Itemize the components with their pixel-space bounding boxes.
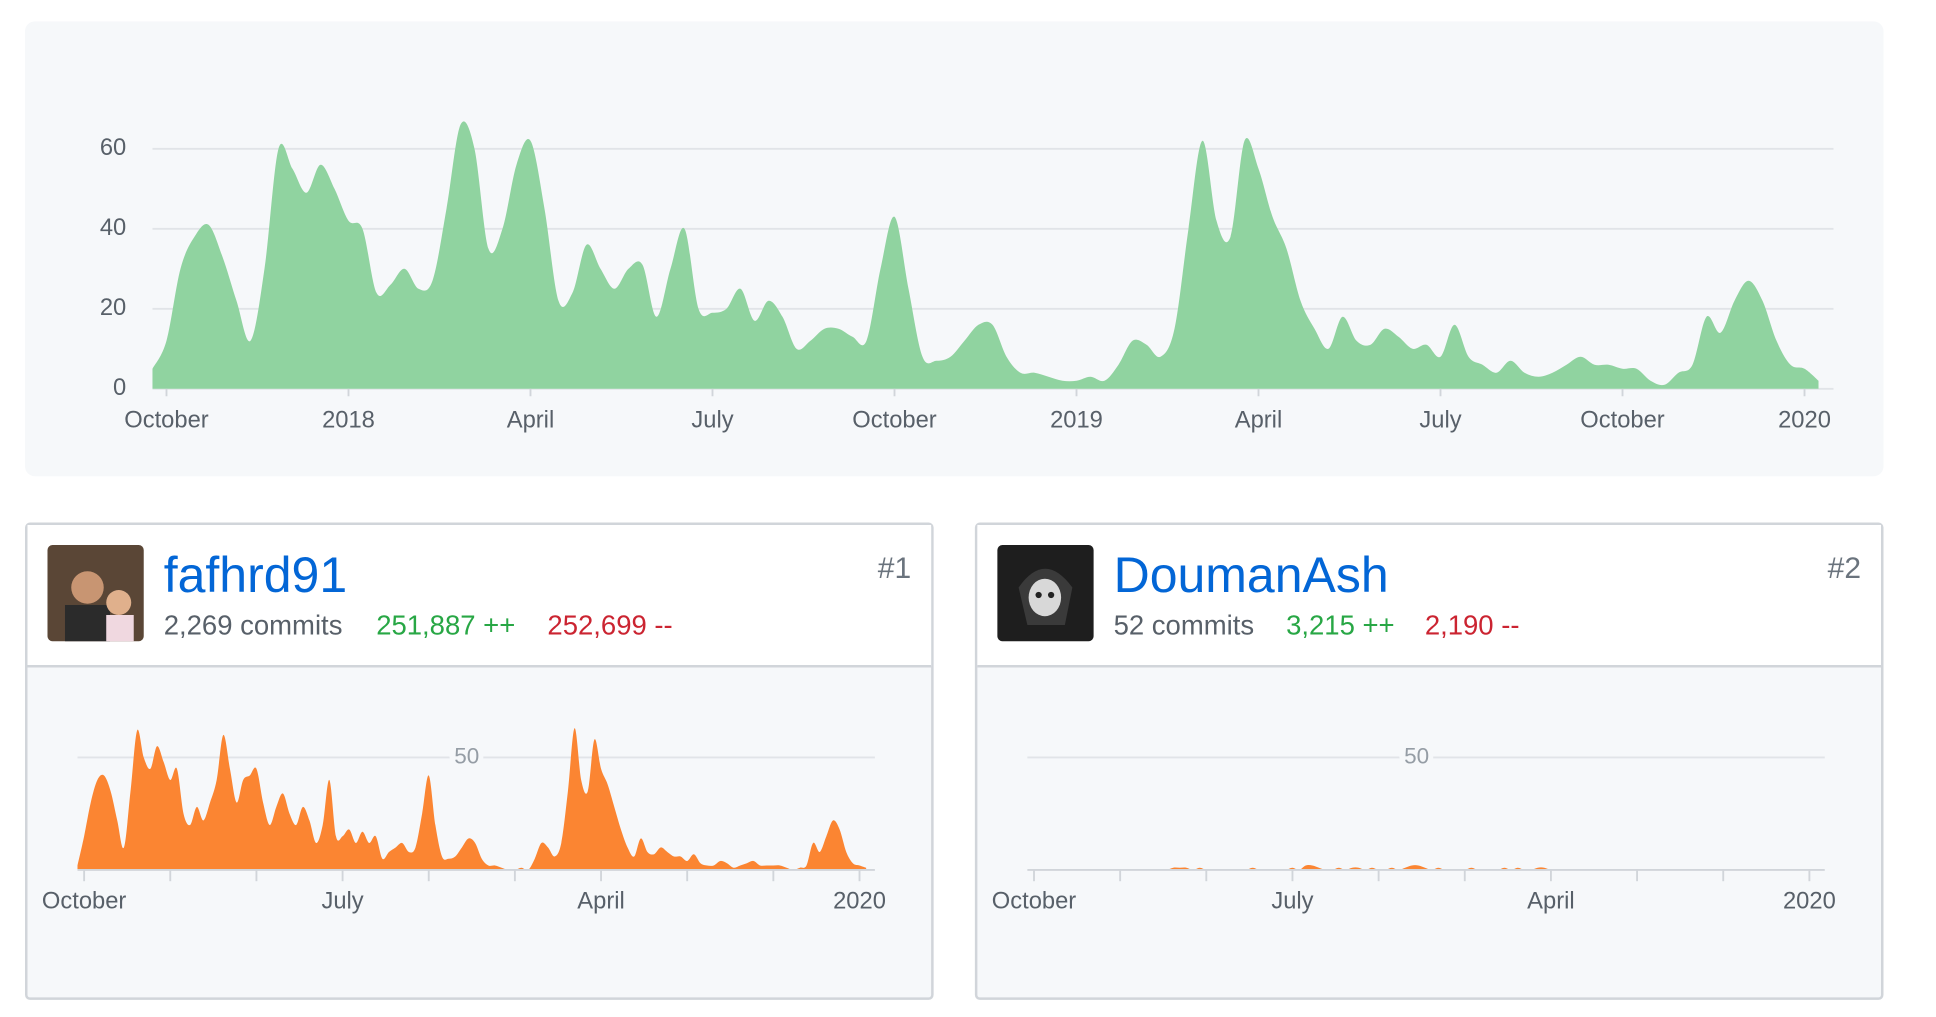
commits[interactable]: 2,269 commits <box>164 610 343 641</box>
area <box>1027 865 1817 871</box>
x-tick-label: April <box>1235 408 1282 434</box>
x-tick-label: 2018 <box>322 408 375 434</box>
x-tick-label: July <box>1271 889 1313 915</box>
y-tick-label: 50 <box>1404 743 1429 768</box>
additions: 3,215 ++ <box>1286 610 1395 641</box>
card-header <box>27 524 932 667</box>
avatar[interactable] <box>47 544 144 642</box>
area <box>77 728 867 871</box>
deletions: 252,699 -- <box>547 610 672 641</box>
card-header <box>977 524 1882 667</box>
additions: 251,887 ++ <box>376 610 515 641</box>
deletions: 2,190 -- <box>1425 610 1520 641</box>
x-tick-label: 2019 <box>1050 408 1103 434</box>
x-tick-label: October <box>852 408 937 434</box>
y-tick-label: 20 <box>100 295 126 321</box>
commits[interactable]: 52 commits <box>1114 610 1255 641</box>
x-tick-label: April <box>577 889 624 915</box>
card: fafhrd91 #1 2,269 commits 251,887 ++ 252… <box>24 522 934 1000</box>
rank: #1 <box>878 552 911 585</box>
y-tick-label: 60 <box>100 135 126 161</box>
y-tick-label: 0 <box>113 375 126 401</box>
x-tick-label: 2020 <box>833 889 886 915</box>
x-tick-label: April <box>507 408 554 434</box>
x-tick-label: October <box>992 889 1077 915</box>
x-tick-label: 2020 <box>1783 889 1836 915</box>
x-tick-label: July <box>321 889 363 915</box>
area <box>152 121 1819 389</box>
card: DoumanAsh #2 52 commits 3,215 ++ 2,190 -… <box>974 522 1884 1000</box>
x-tick-label: 2020 <box>1778 408 1831 434</box>
x-tick-label: October <box>42 889 127 915</box>
y-tick-label: 50 <box>454 743 479 768</box>
x-tick-label: July <box>1419 408 1461 434</box>
contributor-name[interactable]: DoumanAsh <box>1114 547 1389 603</box>
rank: #2 <box>1828 552 1861 585</box>
x-tick-label: July <box>691 408 733 434</box>
x-tick-label: October <box>1580 408 1665 434</box>
contributor-name[interactable]: fafhrd91 <box>164 547 347 603</box>
x-tick-label: April <box>1527 889 1574 915</box>
avatar[interactable] <box>997 544 1094 642</box>
x-tick-label: October <box>124 408 209 434</box>
y-tick-label: 40 <box>100 215 126 241</box>
